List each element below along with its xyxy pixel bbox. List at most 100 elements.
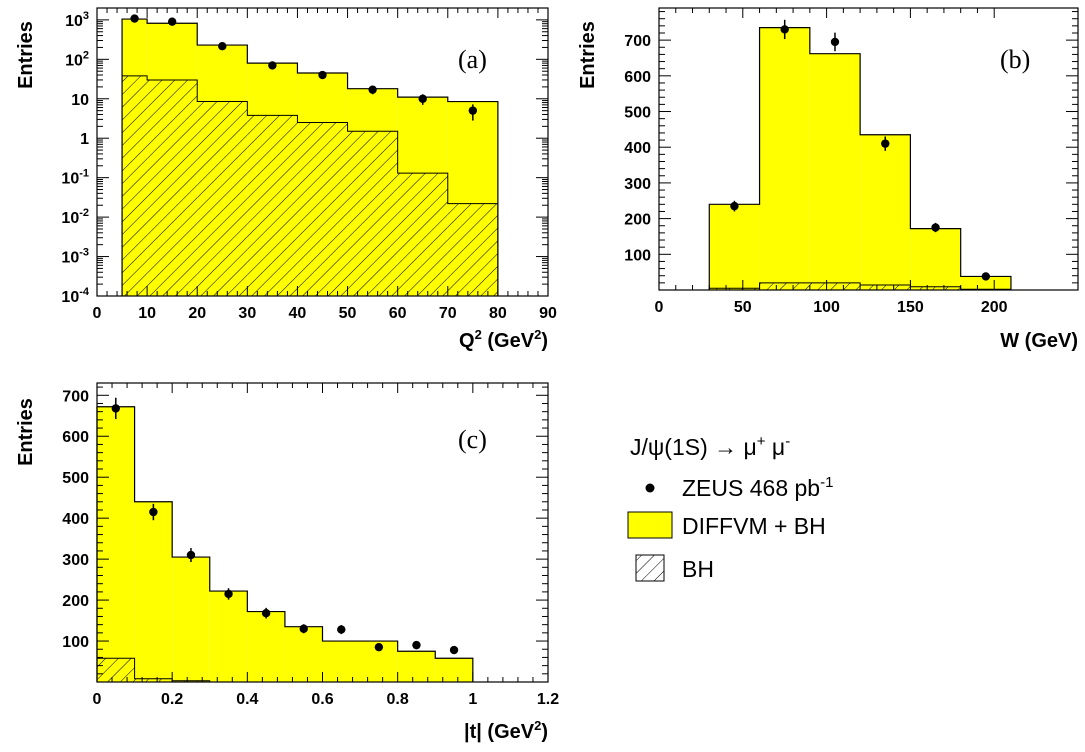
panel-c-xtick-label: 1: [468, 691, 477, 708]
panel-a-xtick-label: 40: [289, 305, 307, 322]
panel-a-bh-bar: [247, 115, 298, 296]
legend-title: J/ψ(1S) → μ+ μ-: [630, 433, 790, 460]
panel-a-ylabel: Entries: [15, 21, 37, 89]
panel-c-bh-bar: [134, 678, 173, 682]
panel-c-bh-bar: [172, 680, 210, 682]
panel-a-bh-bar: [447, 203, 498, 296]
panel-a-data-point: [218, 42, 227, 51]
panel-c-mc-bar: [247, 611, 285, 682]
panel-a-mc-outline: [121, 18, 499, 296]
panel-a-xtick-label: 80: [489, 305, 507, 322]
panel-a-bh-bar: [197, 101, 248, 296]
panel-b-data-point: [780, 25, 789, 34]
panel-b-label: (b): [1000, 45, 1030, 74]
panel-b-bh-bar: [709, 288, 760, 290]
panel-c-xtick-label: 0.4: [236, 691, 258, 708]
panel-c-ytick-label: 500: [62, 470, 89, 487]
panel-b-xtick-label: 100: [813, 299, 840, 316]
panel-b-bh-bar: [759, 282, 810, 290]
panel-a-bh-bar: [347, 131, 398, 296]
panel-a-xtick-label: 0: [93, 305, 102, 322]
panel-a-data-point: [130, 14, 139, 23]
panel-c-mc-bar: [397, 651, 436, 682]
panel-b-mc-bar: [709, 204, 760, 290]
legend-bh-swatch: [635, 554, 665, 582]
legend: J/ψ(1S) → μ+ μ- ZEUS 468 pb-1 DIFFVM + B…: [627, 433, 833, 582]
panel-c-ytick-label: 600: [62, 429, 89, 446]
panel-c-data-point: [374, 642, 384, 652]
legend-data-marker: [645, 483, 655, 493]
panel-c-mc-bar: [209, 591, 248, 682]
panel-c-xtick-label: 0.2: [161, 691, 183, 708]
legend-data-label: ZEUS 468 pb-1: [682, 474, 833, 501]
panel-b-mc-bar: [960, 276, 1011, 290]
panel-b-data-point: [730, 201, 739, 211]
panel-a-bh-outline: [121, 75, 499, 296]
panel-a-xtick-label: 70: [439, 305, 457, 322]
panel-c-data-point: [261, 608, 271, 618]
panel-a-ytick-label: 10-2: [61, 207, 89, 227]
panel-a-ytick-label: 10-1: [61, 168, 89, 188]
panel-c-plot-area: 0 0.2 0.4 0.6 0.8 1 1.2 100 200 300 400 500 600 700: [62, 382, 559, 708]
panel-c-data-point: [149, 507, 158, 517]
panel-c-mc-bar: [284, 626, 323, 682]
panel-c-t: 0 0.2 0.4 0.6 0.8 1 1.2 100 200 300 400 500 600 700 (…: [15, 382, 559, 743]
panel-a-bh-bar: [147, 79, 198, 296]
panel-a-bh-bar: [122, 75, 148, 296]
panel-c-mc-bar: [172, 557, 210, 682]
panel-c-xlabel: |t| (GeV2): [464, 718, 548, 743]
panel-b-frame: [658, 7, 1079, 291]
panel-a-plot-area: 0 10 20 30 40 50 60 70 80 90 10-4 10-3 10-2 10-1 1 10 10…: [61, 7, 557, 322]
panel-b-ytick-label: 500: [624, 105, 651, 122]
panel-a-xtick-label: 90: [539, 305, 557, 322]
panel-b-data-point: [981, 272, 991, 281]
panel-c-data-point: [337, 625, 346, 634]
panel-c-mc-bar: [134, 501, 173, 682]
panel-c-mc-bar: [322, 641, 398, 682]
panel-c-data-point: [111, 404, 120, 413]
panel-b-mc-bar: [910, 228, 961, 290]
panel-a-ytick-label: 10-4: [61, 286, 89, 306]
panel-c-ylabel: Entries: [15, 398, 37, 466]
panel-c-ytick-label: 700: [62, 388, 89, 405]
panel-a-xtick-label: 60: [389, 305, 407, 322]
panel-a-ytick-label: 10: [71, 92, 89, 109]
panel-c-data-point: [412, 640, 421, 650]
panel-c-label: (c): [458, 425, 487, 454]
panel-b-mc-bar: [759, 27, 810, 291]
panel-c-bh-bar: [97, 658, 135, 682]
panel-b-bh-bar: [809, 282, 861, 290]
panel-b-bh-bar: [860, 285, 911, 290]
panel-a-xtick-label: 10: [138, 305, 156, 322]
panel-c-xtick-label: 0.6: [311, 691, 333, 708]
legend-mc-label: DIFFVM + BH: [682, 513, 826, 539]
panel-b-w: 0 50 100 150 200 100 200 300 400 500 600 700 (b) En…: [577, 7, 1079, 352]
panel-b-xtick-label: 50: [734, 299, 752, 316]
panel-a-ytick-label: 103: [65, 10, 89, 30]
panel-c-ytick-label: 400: [62, 511, 89, 528]
panel-a-q2: 0 10 20 30 40 50 60 70 80 90 10-4 10-3 10-2 10-1 1 10 10…: [15, 7, 557, 352]
panel-a-bh-bar: [297, 122, 348, 296]
panel-b-xtick-label: 150: [897, 299, 924, 316]
panel-c-xtick-label: 0: [93, 691, 102, 708]
panel-b-ytick-label: 200: [624, 212, 651, 229]
panel-b-ytick-label: 700: [624, 33, 651, 50]
panel-b-ytick-label: 600: [624, 69, 651, 86]
panel-b-ylabel: Entries: [577, 21, 599, 89]
panel-a-ytick-label: 1: [80, 131, 89, 148]
panel-b-mc-bar: [809, 53, 861, 291]
panel-b-xtick-label: 200: [981, 299, 1008, 316]
panel-b-ytick-label: 300: [624, 176, 651, 193]
panel-c-ytick-label: 200: [62, 593, 89, 610]
legend-mc-swatch: [627, 511, 673, 539]
panel-b-xlabel: W (GeV): [1000, 330, 1078, 352]
panel-c-data-point: [224, 589, 233, 599]
panel-c-xtick-label: 0.8: [387, 691, 409, 708]
panel-a-data-point: [418, 94, 427, 103]
panel-b-xtick-label: 0: [655, 299, 664, 316]
panel-a-data-point: [368, 85, 377, 94]
panel-c-data-point: [186, 550, 196, 560]
panel-b-plot-area: 0 50 100 150 200 100 200 300 400 500 600 700: [624, 7, 1079, 316]
panel-a-xtick-label: 50: [339, 305, 357, 322]
